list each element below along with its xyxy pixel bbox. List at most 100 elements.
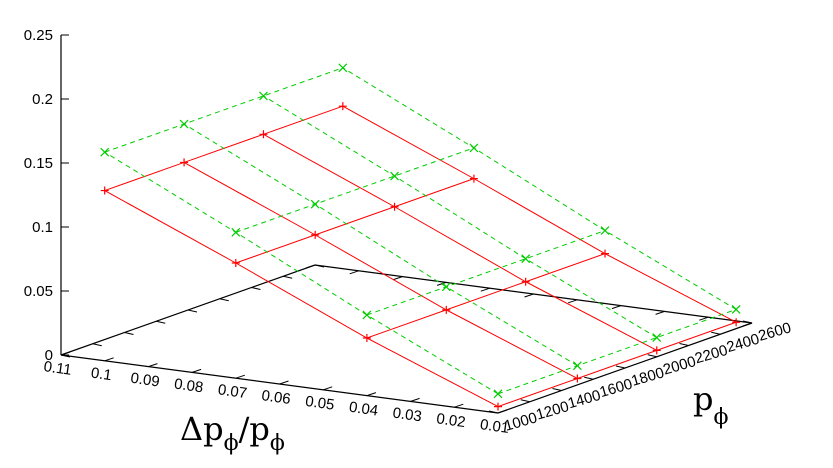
series-2 bbox=[100, 63, 741, 399]
y-tick-label: 0.11 bbox=[43, 358, 73, 379]
data-point bbox=[572, 361, 582, 371]
y-tick-label: 0.09 bbox=[129, 370, 160, 391]
x-tick-label: 1600 bbox=[598, 376, 635, 402]
x-tick-label: 1800 bbox=[629, 364, 666, 390]
axis-titles: Δpϕ/pϕ pϕ bbox=[180, 380, 728, 456]
y-tick bbox=[497, 409, 508, 414]
mesh-line-y bbox=[342, 67, 737, 310]
tick-marks bbox=[60, 34, 753, 414]
data-point bbox=[601, 249, 610, 258]
y-tick-label: 0.1 bbox=[90, 364, 113, 384]
y-tick-label: 0.06 bbox=[260, 387, 291, 408]
x-tick bbox=[552, 388, 562, 391]
y-tick-back bbox=[699, 316, 709, 321]
data-point bbox=[310, 199, 320, 209]
data-point bbox=[731, 305, 741, 314]
z-tick-label: 0.15 bbox=[24, 155, 53, 172]
data-point bbox=[338, 102, 347, 111]
x-tick-label: 2400 bbox=[725, 331, 762, 357]
y-tick-back bbox=[524, 293, 534, 298]
x-tick-label: 2200 bbox=[693, 342, 730, 368]
data-point bbox=[732, 318, 741, 327]
mesh-line-y bbox=[104, 190, 499, 408]
x-tick-back bbox=[92, 343, 102, 347]
x-tick-back bbox=[156, 320, 166, 324]
mesh-line-y bbox=[183, 161, 578, 379]
series-1 bbox=[100, 102, 741, 411]
y-tick-label: 0.05 bbox=[304, 393, 335, 414]
data-point bbox=[441, 282, 451, 292]
z-tick-label: 0.2 bbox=[32, 91, 53, 108]
y-axis-title-main: Δp bbox=[180, 410, 224, 448]
y-axis-title-mid: /p bbox=[239, 410, 270, 448]
data-point bbox=[179, 119, 189, 129]
y-tick-back bbox=[655, 310, 665, 315]
z-tick-label: 0.1 bbox=[32, 219, 53, 236]
x-axis-title-sub: ϕ bbox=[713, 405, 728, 430]
tick-labels: 0 0.05 0.1 0.15 0.2 0.25 0.01 0.02 0.03 0.04 0.05 0… bbox=[24, 27, 793, 437]
y-tick bbox=[279, 380, 289, 385]
mesh-line-x bbox=[366, 253, 606, 339]
y-tick-back bbox=[393, 276, 403, 281]
mesh-line-y bbox=[104, 151, 499, 395]
y-tick bbox=[323, 386, 333, 391]
x-tick-back bbox=[187, 309, 198, 313]
data-point bbox=[231, 259, 240, 267]
mesh-line-x bbox=[497, 308, 737, 395]
y-axis-title: Δpϕ/pϕ bbox=[180, 410, 285, 456]
mesh-line-x bbox=[366, 230, 606, 316]
data-point bbox=[311, 230, 320, 239]
data-point bbox=[100, 186, 109, 195]
x-tick-label: 1400 bbox=[566, 387, 603, 413]
y-tick-label: 0.04 bbox=[348, 399, 379, 420]
x-tick bbox=[584, 376, 594, 380]
z-tick-label: 0.25 bbox=[24, 27, 53, 44]
x-tick bbox=[488, 410, 499, 414]
data-point bbox=[600, 226, 610, 236]
mesh-line-x bbox=[497, 321, 737, 408]
data-point bbox=[100, 147, 110, 157]
data-point bbox=[652, 333, 662, 342]
x-axis-title-main: p bbox=[693, 380, 713, 418]
z-tick-label: 0 bbox=[45, 347, 53, 364]
z-tick-label: 0.05 bbox=[24, 283, 53, 300]
data-point bbox=[390, 171, 399, 181]
y-axis-title-sub: ϕ bbox=[224, 431, 239, 456]
y-tick-label: 0.07 bbox=[217, 381, 248, 402]
data-point bbox=[493, 389, 503, 399]
x-tick-label: 2000 bbox=[661, 353, 698, 379]
y-tick bbox=[148, 363, 158, 368]
y-tick bbox=[104, 357, 114, 362]
y-tick bbox=[366, 392, 377, 397]
y-tick-label: 0.01 bbox=[479, 416, 510, 437]
mesh-line-x bbox=[104, 67, 343, 153]
x-tick-label: 1200 bbox=[534, 398, 571, 424]
y-tick-back bbox=[742, 322, 753, 327]
data-point bbox=[521, 277, 530, 286]
mesh-line-y bbox=[183, 123, 578, 367]
y-tick bbox=[60, 351, 71, 356]
x-tick-back bbox=[60, 354, 71, 358]
data-point bbox=[390, 202, 399, 211]
y-tick-label: 0.03 bbox=[392, 404, 423, 425]
x-tick-back bbox=[251, 287, 261, 290]
mesh-line-x bbox=[235, 147, 475, 233]
surface-series bbox=[100, 63, 741, 411]
data-point bbox=[180, 158, 189, 167]
data-point bbox=[362, 334, 371, 342]
x-tick-label: 1000 bbox=[502, 409, 539, 435]
y-tick bbox=[454, 403, 464, 408]
x-tick-back bbox=[283, 275, 293, 279]
data-point bbox=[231, 227, 241, 237]
y-tick-back bbox=[349, 270, 359, 275]
y-tick-back bbox=[305, 264, 316, 269]
data-point bbox=[652, 346, 661, 355]
y-tick bbox=[235, 374, 245, 379]
data-point bbox=[442, 305, 451, 314]
data-point bbox=[573, 374, 582, 383]
x-tick-back bbox=[314, 264, 325, 268]
mesh-line-y bbox=[263, 133, 657, 351]
data-point bbox=[469, 174, 478, 183]
